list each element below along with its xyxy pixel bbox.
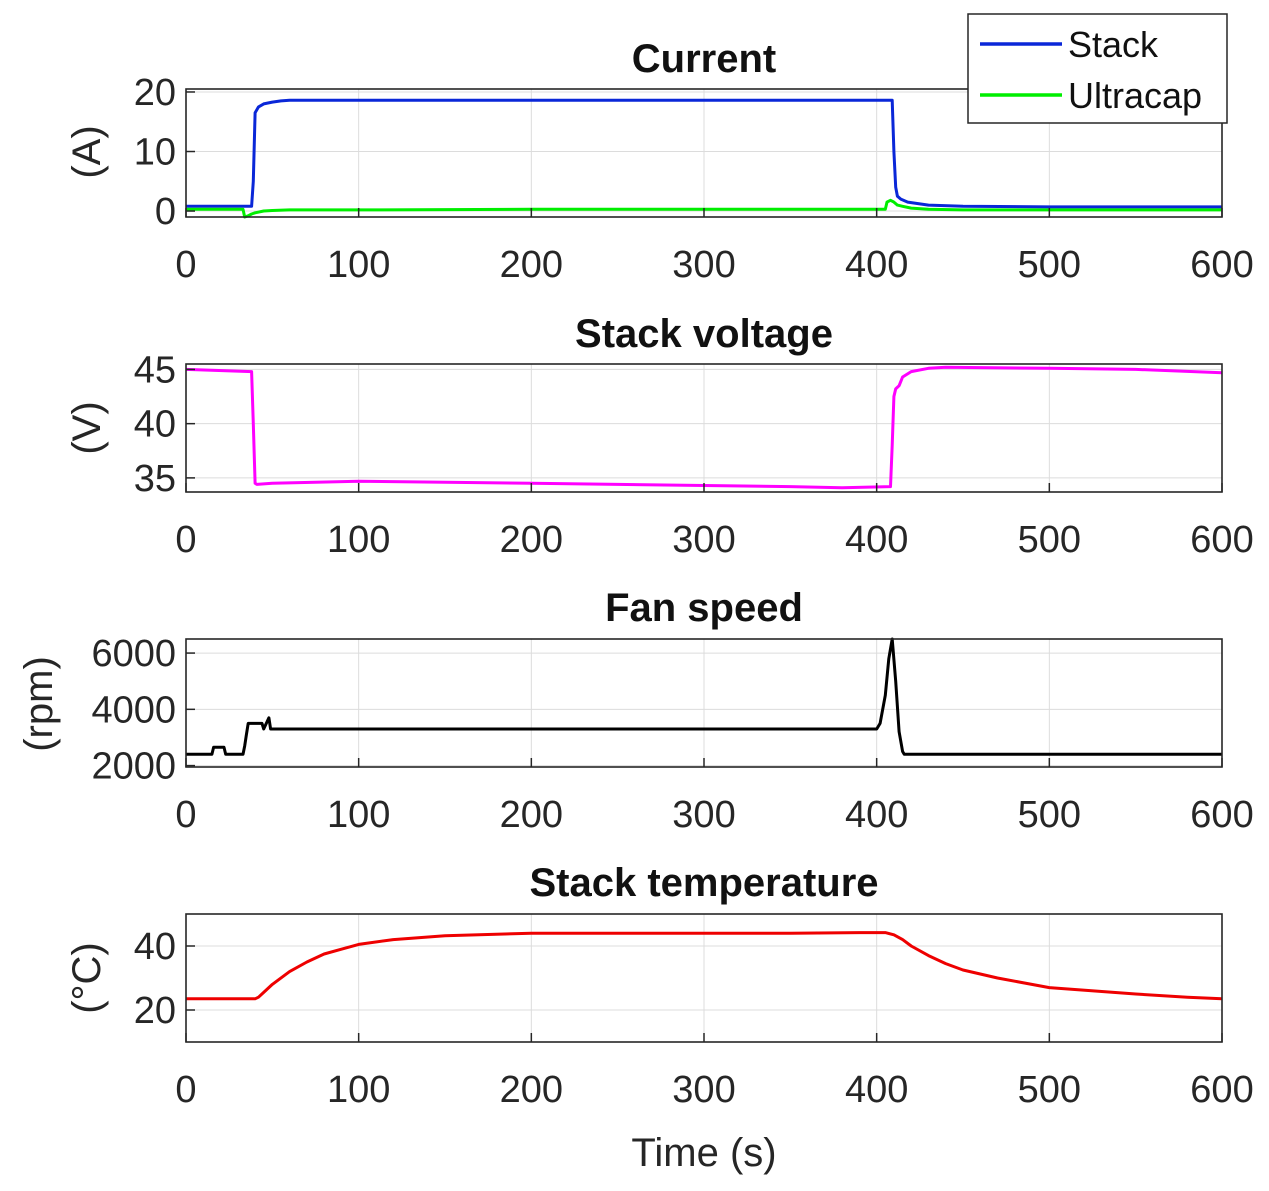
ticks-stack-voltage: 0 100 200 300 400 500 600 35 40 45 bbox=[134, 349, 1254, 561]
ticks-current: 0 100 200 300 400 500 600 0 10 20 bbox=[134, 72, 1254, 286]
series-line-stack-voltage-0 bbox=[185, 365, 1223, 490]
title-fan-speed: Fan speed bbox=[605, 586, 803, 630]
xtick-label-fan-speed-100: 100 bbox=[327, 794, 390, 836]
ytick-label-fan-speed-4000: 4000 bbox=[91, 689, 176, 731]
ytick-label-fan-speed-2000: 2000 bbox=[91, 746, 176, 788]
xtick-label-current-0: 0 bbox=[175, 244, 196, 286]
grid-stack-voltage bbox=[186, 364, 1222, 492]
xtick-label-current-300: 300 bbox=[672, 244, 735, 286]
xtick-label-fan-speed-0: 0 bbox=[175, 794, 196, 836]
xtick-label-stack-voltage-0: 0 bbox=[175, 519, 196, 561]
xtick-label-fan-speed-200: 200 bbox=[500, 794, 563, 836]
title-stack-temperature: Stack temperature bbox=[529, 861, 878, 905]
xtick-label-current-100: 100 bbox=[327, 244, 390, 286]
ytick-label-current-10: 10 bbox=[134, 132, 176, 174]
ytick-label-stack-voltage-40: 40 bbox=[134, 404, 176, 446]
ylabel-stack-voltage: (V) bbox=[65, 401, 109, 454]
series-stack-voltage bbox=[185, 365, 1223, 490]
xtick-label-fan-speed-300: 300 bbox=[672, 794, 735, 836]
xtick-label-stack-voltage-300: 300 bbox=[672, 519, 735, 561]
panel-current: Current (A) 0 100 200 300 400 500 600 0 10 20 Sta… bbox=[65, 13, 1254, 286]
xtick-label-current-500: 500 bbox=[1018, 244, 1081, 286]
series-line-stack-temperature-0 bbox=[186, 931, 1223, 1001]
ticks-stack-temperature: 0 100 200 300 400 500 600 20 40 bbox=[134, 926, 1254, 1111]
xtick-label-fan-speed-600: 600 bbox=[1190, 794, 1253, 836]
legend: Stack Ultracap bbox=[967, 13, 1228, 124]
title-current: Current bbox=[632, 37, 776, 81]
panel-stack-voltage: Stack voltage (V) 0 100 200 300 400 500 600 35 4… bbox=[65, 312, 1254, 561]
grid-fan-speed bbox=[186, 639, 1222, 767]
xtick-label-stack-voltage-400: 400 bbox=[845, 519, 908, 561]
ylabel-fan-speed: (rpm) bbox=[17, 656, 61, 752]
series-current bbox=[186, 98, 1222, 219]
legend-box bbox=[967, 13, 1228, 124]
xlabel-time: Time (s) bbox=[631, 1131, 776, 1175]
ytick-label-current-20: 20 bbox=[134, 72, 176, 114]
xtick-label-stack-temperature-200: 200 bbox=[500, 1069, 563, 1111]
grid-stack-temperature bbox=[186, 914, 1222, 1042]
ylabel-stack-temperature: (°C) bbox=[65, 942, 109, 1014]
xtick-label-stack-voltage-100: 100 bbox=[327, 519, 390, 561]
series-line-current-ultracap bbox=[186, 198, 1222, 219]
xtick-label-stack-temperature-500: 500 bbox=[1018, 1069, 1081, 1111]
ytick-label-stack-temperature-40: 40 bbox=[134, 926, 176, 968]
xtick-label-stack-temperature-400: 400 bbox=[845, 1069, 908, 1111]
ytick-label-current-0: 0 bbox=[155, 191, 176, 233]
xtick-label-stack-voltage-500: 500 bbox=[1018, 519, 1081, 561]
xtick-label-stack-voltage-600: 600 bbox=[1190, 519, 1253, 561]
ytick-label-stack-voltage-45: 45 bbox=[134, 349, 176, 391]
ticks-fan-speed: 0 100 200 300 400 500 600 2000 4000 6000 bbox=[91, 633, 1253, 836]
xtick-label-fan-speed-500: 500 bbox=[1018, 794, 1081, 836]
panel-stack-temperature: Stack temperature (°C) 0 100 200 300 400 500 6… bbox=[65, 861, 1254, 1175]
series-line-current-stack bbox=[186, 98, 1222, 209]
legend-label-stack: Stack bbox=[1068, 24, 1159, 65]
xtick-label-current-400: 400 bbox=[845, 244, 908, 286]
xtick-label-stack-voltage-200: 200 bbox=[500, 519, 563, 561]
series-fan-speed bbox=[186, 637, 1222, 756]
xtick-label-current-600: 600 bbox=[1190, 244, 1253, 286]
xtick-label-fan-speed-400: 400 bbox=[845, 794, 908, 836]
ytick-label-stack-voltage-35: 35 bbox=[134, 458, 176, 500]
ytick-label-fan-speed-6000: 6000 bbox=[91, 633, 176, 675]
ytick-label-stack-temperature-20: 20 bbox=[134, 990, 176, 1032]
panel-fan-speed: Fan speed (rpm) 0 100 200 300 400 500 600 2000 4… bbox=[17, 586, 1254, 836]
xtick-label-current-200: 200 bbox=[500, 244, 563, 286]
title-stack-voltage: Stack voltage bbox=[575, 312, 833, 356]
xtick-label-stack-temperature-0: 0 bbox=[175, 1069, 196, 1111]
series-stack-temperature bbox=[186, 931, 1223, 1001]
xtick-label-stack-temperature-300: 300 bbox=[672, 1069, 735, 1111]
series-line-fan-speed-0 bbox=[186, 637, 1222, 756]
ylabel-current: (A) bbox=[65, 125, 109, 178]
xtick-label-stack-temperature-600: 600 bbox=[1190, 1069, 1253, 1111]
legend-label-ultracap: Ultracap bbox=[1068, 75, 1202, 116]
xtick-label-stack-temperature-100: 100 bbox=[327, 1069, 390, 1111]
